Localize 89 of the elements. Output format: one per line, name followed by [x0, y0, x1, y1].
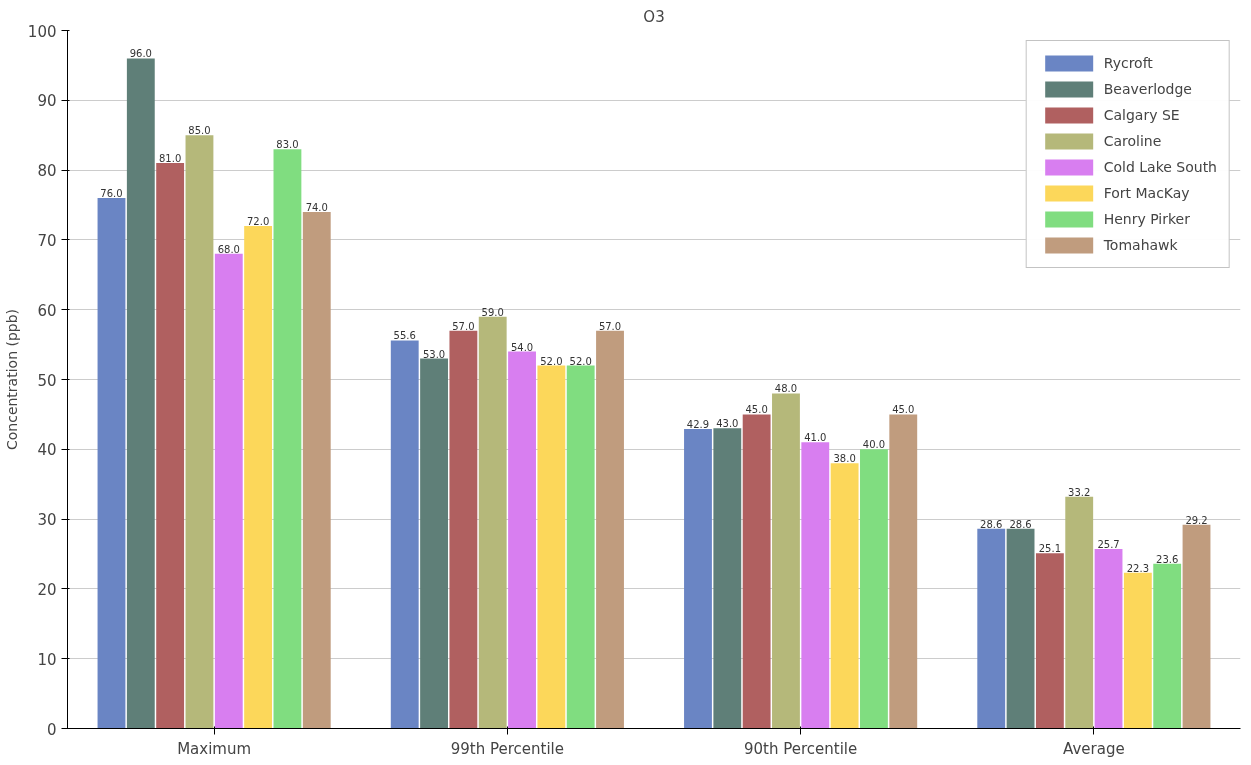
legend-label: Fort MacKay	[1103, 185, 1190, 201]
bar	[830, 463, 859, 729]
bar	[1035, 553, 1064, 729]
bar	[772, 393, 800, 729]
bar	[449, 330, 478, 729]
bar	[156, 163, 185, 729]
data-label: 57.0	[598, 320, 622, 332]
data-label: 57.0	[452, 320, 475, 332]
bar	[860, 449, 888, 729]
data-label: 53.0	[422, 348, 446, 360]
y-tick-label: 50	[37, 371, 57, 390]
legend-label: Cold Lake South	[1103, 159, 1217, 175]
data-label: 76.0	[100, 188, 123, 200]
y-tick-label: 30	[37, 511, 57, 530]
legend-label: Tomahawk	[1103, 237, 1178, 253]
bar	[537, 365, 566, 729]
y-tick-label: 60	[37, 301, 57, 320]
x-tick-label: Maximum	[177, 739, 252, 758]
data-label: 45.0	[892, 404, 915, 416]
bar	[596, 330, 624, 729]
bar	[1182, 524, 1211, 729]
data-label: 28.6	[980, 518, 1003, 530]
bar	[1123, 572, 1152, 729]
data-label: 38.0	[833, 453, 856, 465]
bar	[302, 211, 331, 729]
bar	[801, 442, 830, 729]
y-tick-label: 40	[37, 441, 57, 460]
chart-title: O3	[643, 7, 665, 26]
legend-label: Calgary SE	[1103, 107, 1180, 123]
y-tick-label: 20	[37, 580, 57, 599]
data-label: 52.0	[569, 355, 592, 367]
bar	[713, 428, 742, 729]
bar	[273, 149, 302, 729]
data-label: 55.6	[393, 330, 416, 342]
data-label: 59.0	[481, 306, 504, 318]
y-tick-label: 0	[46, 720, 57, 739]
bar	[566, 365, 595, 729]
y-tick-label: 10	[37, 650, 57, 669]
data-label: 25.1	[1038, 543, 1062, 555]
bar	[1006, 528, 1035, 729]
bar	[1094, 549, 1123, 729]
y-tick-label: 70	[37, 231, 57, 250]
data-label: 48.0	[774, 383, 798, 395]
bar	[214, 253, 243, 729]
bar	[1065, 496, 1094, 729]
bar	[684, 429, 712, 729]
legend-label: Beaverlodge	[1103, 81, 1192, 97]
x-tick-label: 90th Percentile	[744, 739, 858, 758]
data-label: 40.0	[862, 439, 886, 451]
x-tick-label: 99th Percentile	[450, 739, 564, 758]
data-label: 22.3	[1126, 562, 1149, 574]
bar	[420, 358, 448, 729]
data-label: 52.0	[540, 355, 563, 367]
y-tick-label: 100	[27, 22, 57, 41]
data-label: 68.0	[217, 243, 240, 255]
bar	[390, 340, 419, 729]
legend-label: Rycroft	[1103, 55, 1153, 71]
bar	[742, 414, 771, 729]
data-label: 83.0	[276, 139, 299, 151]
bar	[244, 225, 273, 729]
bar	[889, 414, 918, 729]
data-label: 29.2	[1185, 514, 1208, 526]
bar	[508, 351, 536, 729]
y-axis-title: Concentration (ppb)	[3, 308, 20, 451]
data-label: 42.9	[686, 419, 710, 431]
bar	[1153, 563, 1182, 729]
y-tick-label: 90	[37, 92, 57, 111]
data-label: 74.0	[305, 201, 328, 213]
data-label: 25.7	[1097, 539, 1120, 551]
data-label: 54.0	[510, 341, 534, 353]
data-label: 96.0	[129, 48, 152, 60]
data-label: 23.6	[1156, 553, 1179, 565]
legend-label: Caroline	[1103, 133, 1162, 149]
data-label: 85.0	[188, 125, 211, 137]
data-label: 45.0	[745, 404, 768, 416]
y-tick-label: 80	[37, 162, 57, 181]
data-label: 28.6	[1009, 518, 1032, 530]
data-label: 72.0	[246, 215, 270, 227]
data-label: 41.0	[804, 432, 827, 444]
bar	[97, 198, 126, 729]
bar	[478, 316, 507, 729]
data-label: 33.2	[1068, 486, 1091, 498]
data-label: 43.0	[716, 418, 739, 430]
legend-label: Henry Pirker	[1103, 211, 1190, 227]
data-label: 81.0	[159, 153, 182, 165]
bar	[977, 528, 1006, 729]
x-tick-label: Average	[1063, 739, 1125, 758]
bar	[185, 135, 214, 729]
bar	[126, 58, 155, 729]
